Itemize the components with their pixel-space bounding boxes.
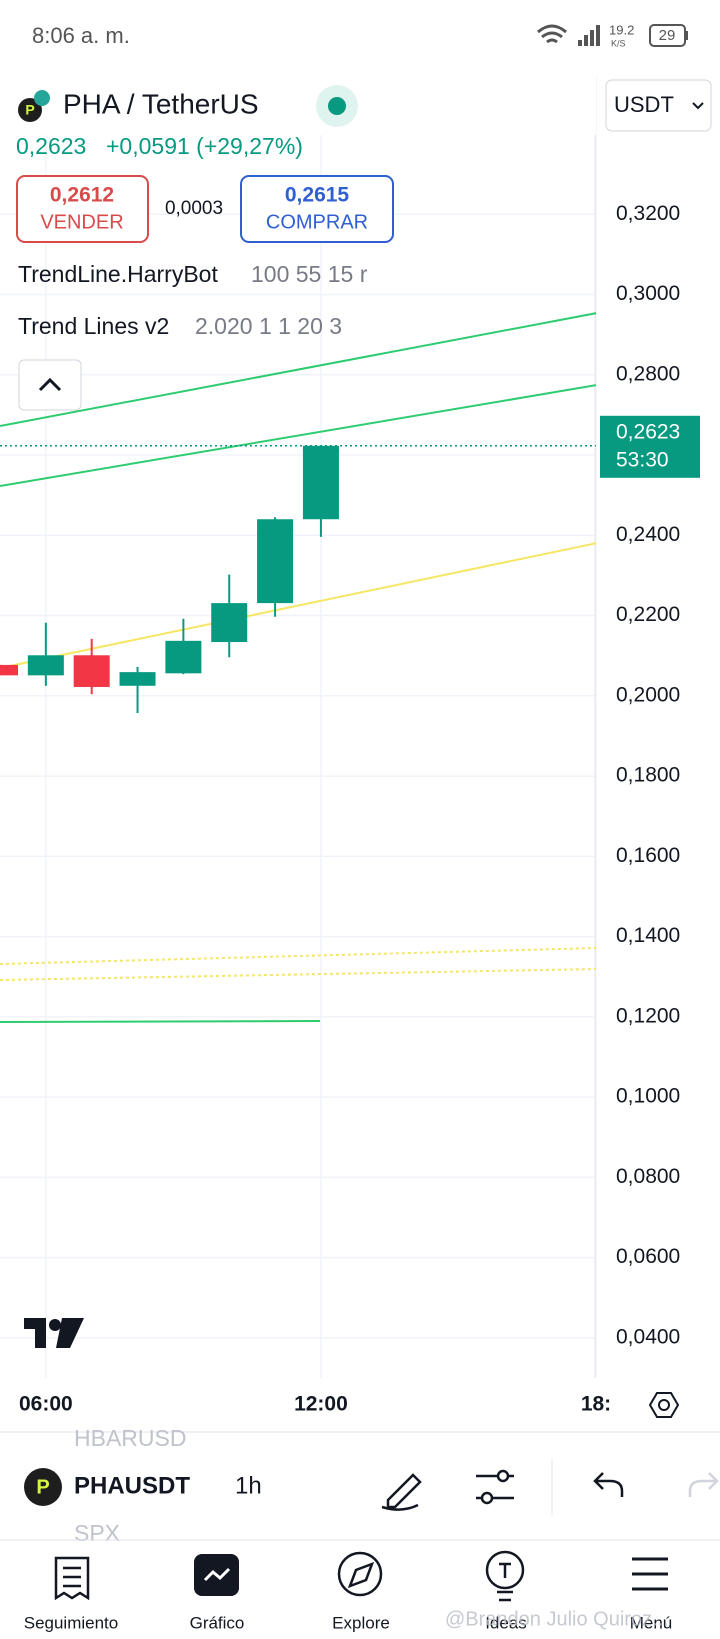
- status-speed: 19.2: [609, 22, 634, 37]
- candle-body: [257, 519, 294, 604]
- spread: 0,0003: [165, 198, 223, 219]
- indicator-name[interactable]: TrendLine.HarryBot: [18, 261, 218, 287]
- trend-line: [0, 542, 596, 669]
- battery-tip: [685, 31, 688, 40]
- y-tick-label: 0,2000: [616, 683, 680, 706]
- y-tick-label: 0,2200: [616, 603, 680, 626]
- candle-body: [73, 655, 110, 687]
- indicator-params: 100 55 15 r: [251, 261, 368, 287]
- x-tick-label: 18:: [581, 1393, 611, 1416]
- indicator-params: 2.020 1 1 20 3: [195, 313, 342, 339]
- prev-symbol: HBARUSD: [74, 1425, 186, 1451]
- coin-logo: [18, 98, 42, 122]
- nav-icon-watchlist[interactable]: [54, 1556, 90, 1601]
- status-icons: [537, 24, 600, 46]
- market-status-dot[interactable]: [328, 97, 346, 115]
- next-symbol: SPX: [74, 1520, 120, 1546]
- status-speed-unit: K/S: [611, 38, 626, 48]
- header-bg: [0, 75, 596, 135]
- y-tick-label: 0,1200: [616, 1004, 680, 1027]
- nav-icon-menu[interactable]: [632, 1557, 668, 1591]
- chevron: [692, 102, 704, 110]
- buy-button[interactable]: [240, 175, 394, 243]
- nav-label[interactable]: Explore: [332, 1613, 390, 1632]
- trend-line: [0, 384, 596, 487]
- tv-logo: [24, 1318, 84, 1348]
- candle-body: [302, 445, 339, 520]
- grid: [0, 75, 597, 1378]
- nav-label[interactable]: Ideas: [485, 1613, 527, 1632]
- nav-icon-ideas[interactable]: [485, 1550, 525, 1602]
- symbol-logo: [24, 1468, 62, 1506]
- symbol[interactable]: PHAUSDT: [74, 1472, 190, 1499]
- candle-body: [119, 672, 156, 686]
- nav-label[interactable]: Menú: [630, 1613, 673, 1632]
- candle-body: [27, 655, 64, 676]
- candle-body: [165, 640, 202, 674]
- y-tick-label: 0,1000: [616, 1085, 680, 1108]
- redo: [688, 1472, 719, 1497]
- y-tick-label: 0,3200: [616, 202, 680, 225]
- last-price-box: [600, 415, 700, 478]
- interval[interactable]: 1h: [235, 1472, 262, 1499]
- price: 0,2623: [16, 133, 86, 159]
- trend-line-dotted: [0, 968, 596, 981]
- x-tick-label: 12:00: [294, 1393, 348, 1416]
- trend-line: [0, 312, 596, 427]
- buy-price: 0,2615: [285, 184, 350, 207]
- indicators-tool[interactable]: [476, 1469, 514, 1505]
- candles: [0, 445, 596, 714]
- price-change: +0,0591 (+29,27%): [106, 133, 303, 159]
- symbol-title[interactable]: PHA / TetherUS: [63, 88, 259, 119]
- y-tick-label: 0,0400: [616, 1325, 680, 1348]
- y-tick-label: 0,1800: [616, 764, 680, 787]
- watermark: @Brandon Julio Quiroz...: [445, 1608, 669, 1630]
- trend-line: [0, 1020, 321, 1023]
- nav-label[interactable]: Gráfico: [190, 1613, 245, 1632]
- draw-tool[interactable]: [381, 1473, 422, 1511]
- candle-body: [0, 664, 18, 676]
- nav-icon-explore[interactable]: [337, 1551, 383, 1597]
- last-price-label: 0,2623: [616, 420, 680, 443]
- exchange-badge: [34, 90, 50, 106]
- candle-body: [211, 603, 248, 643]
- trend-line-dotted: [0, 947, 596, 965]
- battery-level: 29: [659, 27, 676, 44]
- settings-icon[interactable]: [648, 1392, 680, 1418]
- status-time: 8:06 a. m.: [32, 23, 130, 48]
- collapse-icon: [38, 377, 62, 392]
- sell-button[interactable]: [16, 175, 149, 243]
- bar-countdown: 53:30: [616, 448, 669, 471]
- settings-icon-center: [658, 1399, 670, 1411]
- y-tick-label: 0,0600: [616, 1245, 680, 1268]
- y-tick-label: 0,1600: [616, 844, 680, 867]
- y-tick-label: 0,3000: [616, 282, 680, 305]
- undo[interactable]: [593, 1472, 624, 1497]
- buy-label: COMPRAR: [266, 211, 368, 233]
- x-tick-label: 06:00: [19, 1393, 73, 1416]
- coin-logo-letter: P: [25, 102, 34, 118]
- collapse-button[interactable]: [18, 359, 82, 411]
- nav-label[interactable]: Seguimiento: [24, 1613, 119, 1632]
- sell-label: VENDER: [40, 211, 123, 233]
- sell-price: 0,2612: [50, 184, 114, 207]
- y-tick-label: 0,2400: [616, 523, 680, 546]
- symbol-logo-letter: P: [36, 1476, 49, 1498]
- currency: USDT: [614, 92, 674, 117]
- y-tick-label: 0,1400: [616, 924, 680, 947]
- trend-lines: [0, 312, 596, 1023]
- indicator-name[interactable]: Trend Lines v2: [18, 313, 169, 339]
- currency-select[interactable]: [605, 79, 712, 132]
- nav-icon-chart-line: [203, 1567, 231, 1582]
- y-tick-label: 0,2800: [616, 362, 680, 385]
- y-tick-label: 0,0800: [616, 1165, 680, 1188]
